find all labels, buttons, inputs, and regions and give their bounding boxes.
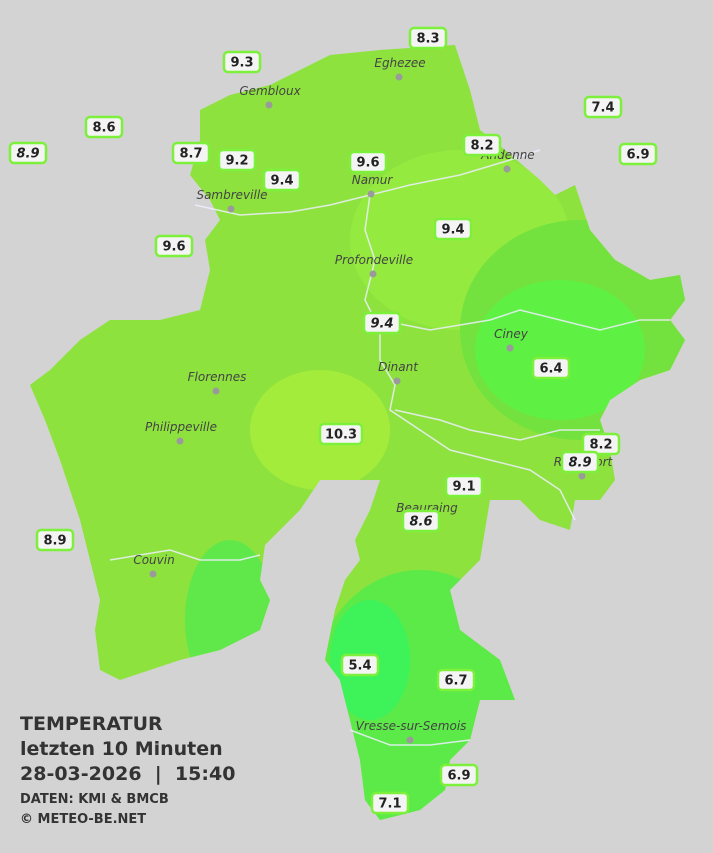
station-value: 8.2 [470,139,493,154]
town-label: Philippeville [145,420,217,434]
station-box [362,311,402,335]
town-label: Couvin [133,553,174,567]
station-box [401,509,441,533]
station-value: 9.4 [370,317,393,332]
station-value: 9.6 [356,156,379,171]
town-label: Dinant [378,360,419,374]
station-value: 8.6 [409,515,432,530]
town-label: Sambreville [196,188,267,202]
station-box [560,450,600,474]
station-value: 9.2 [225,154,248,169]
town-label: Eghezee [374,56,425,70]
town-dot [149,570,157,578]
station-value: 6.7 [444,674,467,689]
town-dot [265,101,273,109]
town-dot [503,165,511,173]
town-dot [227,205,235,213]
legend-title: letzten 10 Minuten [20,738,223,760]
town-dot [393,377,401,385]
station-value: 6.9 [447,769,470,784]
station-value: 7.4 [591,101,614,116]
town-label: Florennes [188,370,247,384]
station-box [531,356,571,380]
station-value: 9.4 [270,174,293,189]
legend-title: 28-03-2026 | 15:40 [20,763,235,785]
station-box [583,95,623,119]
station-box [433,217,473,241]
station-box [154,234,194,258]
legend-credit: DATEN: KMI & BMCB [20,792,169,807]
station-value: 6.9 [626,148,649,163]
station-box [408,26,448,50]
station-box [262,168,302,192]
station-box [462,133,502,157]
town-label: Gembloux [239,84,301,98]
station-box [581,432,621,456]
station-box [171,141,211,165]
station-value: 9.1 [452,480,475,495]
town-label: Ciney [494,327,529,341]
town-label: Vresse-sur-Semois [356,719,467,733]
town-dot [367,190,375,198]
town-dot [578,472,586,480]
legend-title: TEMPERATUR [20,713,163,735]
rivers [109,149,670,746]
station-value: 8.3 [416,32,439,47]
town-dot [506,344,514,352]
station-box [222,50,262,74]
station-value: 9.4 [441,223,464,238]
station-box [436,668,476,692]
town-dot [176,437,184,445]
station-value: 9.6 [162,240,185,255]
station-box [618,142,658,166]
station-box [35,528,75,552]
town-dot [369,270,377,278]
station-value: 8.9 [16,147,39,162]
station-value: 9.3 [230,56,253,71]
station-value: 8.9 [43,534,66,549]
station-box [318,422,364,446]
town-label: Namur [352,173,394,187]
station-value: 7.1 [378,797,401,812]
station-box [370,791,410,815]
station-value: 8.6 [92,121,115,136]
station-value: 8.7 [179,147,202,162]
town-dot [395,73,403,81]
station-box [439,763,479,787]
legend-credit: © METEO-BE.NET [20,812,146,827]
station-value: 8.2 [589,438,612,453]
station-box [217,148,257,172]
station-value: 10.3 [325,428,357,443]
town-dot [212,387,220,395]
station-box [444,474,484,498]
station-value: 8.9 [568,456,591,471]
town-dot [406,736,414,744]
town-label: Profondeville [335,253,413,267]
station-value: 6.4 [539,362,562,377]
station-box [348,150,388,174]
station-box [84,115,124,139]
station-box [340,653,380,677]
station-value: 5.4 [348,659,371,674]
station-box [8,141,48,165]
